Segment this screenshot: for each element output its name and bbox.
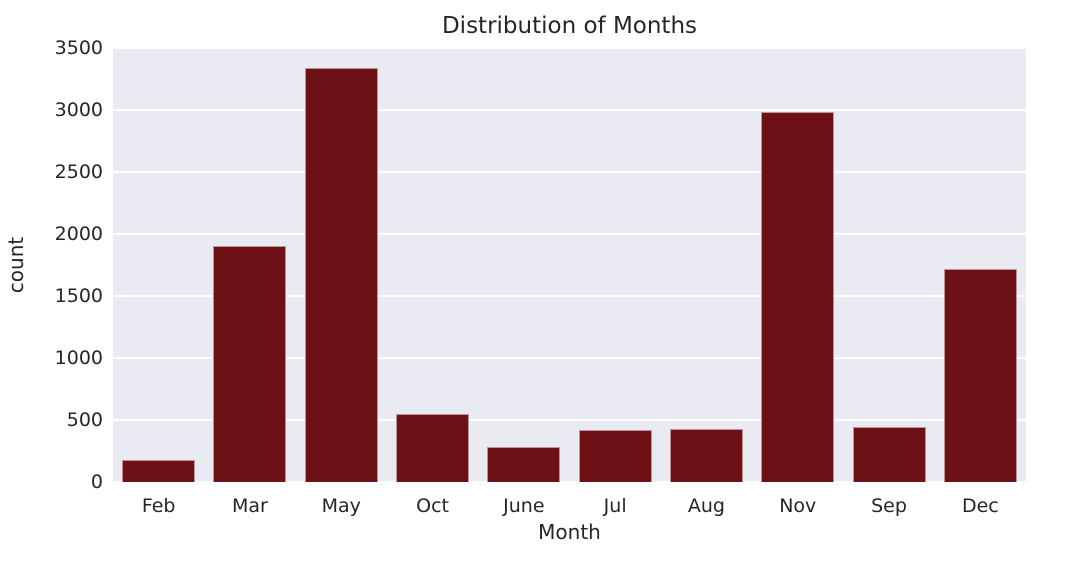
y-tick-label-2500: 2500 bbox=[54, 161, 103, 183]
x-tick-label-sep: Sep bbox=[871, 495, 907, 517]
x-tick-label-dec: Dec bbox=[961, 495, 999, 517]
x-axis-label: Month bbox=[538, 520, 601, 544]
plot-area bbox=[113, 48, 1026, 482]
gridline-0 bbox=[113, 481, 1026, 482]
x-tick-label-jul: Jul bbox=[603, 495, 627, 517]
bar-aug bbox=[669, 428, 743, 482]
chart-title: Distribution of Months bbox=[441, 13, 698, 39]
x-tick-label-aug: Aug bbox=[687, 495, 725, 517]
bar-mar bbox=[213, 246, 287, 482]
y-tick-label-3000: 3000 bbox=[54, 99, 103, 121]
x-tick-label-june: June bbox=[503, 495, 545, 517]
bar-dec bbox=[943, 268, 1017, 482]
gridline-2000 bbox=[113, 233, 1026, 235]
y-tick-label-0: 0 bbox=[90, 471, 103, 493]
gridline-500 bbox=[113, 419, 1026, 421]
bar-jul bbox=[578, 429, 652, 482]
bar-feb bbox=[122, 459, 196, 482]
gridline-3500 bbox=[113, 48, 1026, 49]
x-tick-label-mar: Mar bbox=[232, 495, 268, 517]
bar-june bbox=[487, 447, 561, 482]
x-tick-label-oct: Oct bbox=[416, 495, 449, 517]
bar-sep bbox=[852, 426, 926, 482]
y-tick-label-1500: 1500 bbox=[54, 285, 103, 307]
gridline-1000 bbox=[113, 357, 1026, 359]
bar-may bbox=[304, 67, 378, 482]
x-axis: Feb Mar May Oct June Jul Aug Nov Sep Dec bbox=[113, 495, 1026, 521]
y-tick-label-3500: 3500 bbox=[54, 37, 103, 59]
y-tick-label-500: 500 bbox=[66, 409, 103, 431]
x-tick-label-nov: Nov bbox=[779, 495, 817, 517]
x-tick-label-may: May bbox=[321, 495, 361, 517]
bar-nov bbox=[761, 112, 835, 482]
gridline-2500 bbox=[113, 171, 1026, 173]
bar-oct bbox=[396, 414, 470, 482]
gridline-1500 bbox=[113, 295, 1026, 297]
y-tick-label-2000: 2000 bbox=[54, 223, 103, 245]
y-tick-label-1000: 1000 bbox=[54, 347, 103, 369]
x-tick-label-feb: Feb bbox=[141, 495, 176, 517]
gridline-3000 bbox=[113, 109, 1026, 111]
y-axis: 0 500 1000 1500 2000 2500 3000 3500 bbox=[0, 37, 103, 493]
